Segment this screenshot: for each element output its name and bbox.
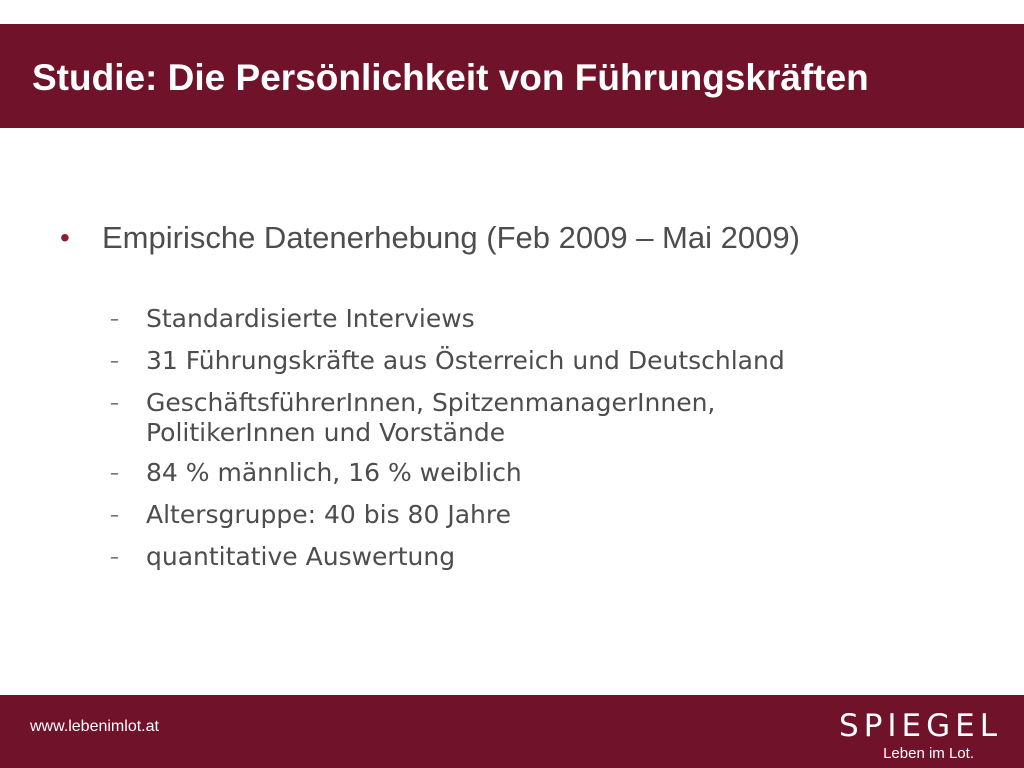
sub-bullet-text: GeschäftsführerInnen, SpitzenmanagerInne… <box>146 388 716 447</box>
bullet-dot-icon: • <box>60 222 70 253</box>
sub-bullet-text: 84 % männlich, 16 % weiblich <box>146 458 522 487</box>
footer-bar: www.lebenimlot.at SPIEGEL Leben im Lot. <box>0 695 1024 768</box>
logo-wordmark: SPIEGEL <box>839 708 1002 744</box>
logo-tagline: Leben im Lot. <box>883 745 974 762</box>
sub-bullet-text: quantitative Auswertung <box>146 542 456 571</box>
sub-bullet-item: – Altersgruppe: 40 bis 80 Jahre <box>110 500 990 532</box>
sub-bullet-text: 31 Führungskräfte aus Österreich und Deu… <box>146 346 785 375</box>
dash-icon: – <box>110 463 119 484</box>
main-bullet-text: Empirische Datenerhebung (Feb 2009 – Mai… <box>102 220 800 255</box>
sub-bullet-text: Standardisierte Interviews <box>146 304 475 333</box>
dash-icon: – <box>110 393 119 414</box>
slide-title: Studie: Die Persönlichkeit von Führungsk… <box>32 57 869 98</box>
sub-bullet-item: – 31 Führungskräfte aus Österreich und D… <box>110 346 990 378</box>
sub-bullet-text: Altersgruppe: 40 bis 80 Jahre <box>146 500 511 529</box>
dash-icon: – <box>110 547 119 568</box>
dash-icon: – <box>110 505 119 526</box>
title-bar: Studie: Die Persönlichkeit von Führungsk… <box>0 24 1024 128</box>
main-bullet: • Empirische Datenerhebung (Feb 2009 – M… <box>60 220 1000 256</box>
sub-bullet-item: – 84 % männlich, 16 % weiblich <box>110 458 990 490</box>
sub-bullet-item: – quantitative Auswertung <box>110 542 990 574</box>
dash-icon: – <box>110 309 119 330</box>
sub-bullet-item: – Standardisierte Interviews <box>110 304 990 336</box>
sub-bullet-item: – GeschäftsführerInnen, SpitzenmanagerIn… <box>110 388 990 448</box>
spiegel-logo: SPIEGEL Leben im Lot. <box>792 709 1002 765</box>
sub-bullet-list: – Standardisierte Interviews – 31 Führun… <box>110 304 990 584</box>
footer-website-link[interactable]: www.lebenimlot.at <box>30 718 159 735</box>
dash-icon: – <box>110 351 119 372</box>
